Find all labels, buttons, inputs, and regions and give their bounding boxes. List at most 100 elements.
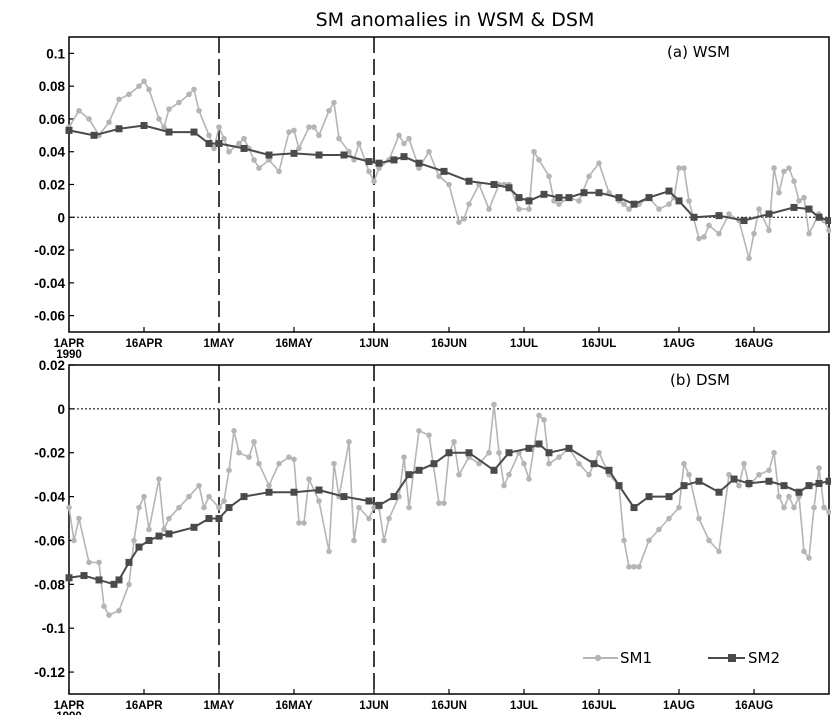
point-sm1-a <box>791 178 797 185</box>
point-sm2-a <box>690 213 698 221</box>
point-sm1-b <box>266 482 272 489</box>
point-sm1-b <box>706 537 712 544</box>
legend-sm2-label: SM2 <box>748 649 780 667</box>
point-sm2-a <box>615 194 623 202</box>
y-tick-label-a: 0.06 <box>39 112 66 127</box>
point-sm1-a <box>771 165 777 171</box>
y-tick-label-b: -0.1 <box>42 621 66 636</box>
point-sm2-b <box>265 488 273 496</box>
y-tick-label-a: 0.1 <box>46 46 65 61</box>
point-sm1-b <box>286 454 292 460</box>
point-sm1-a <box>211 145 217 152</box>
point-sm1-b <box>741 460 747 467</box>
point-sm2-b <box>680 482 688 490</box>
point-sm1-a <box>346 148 352 155</box>
point-sm1-a <box>716 230 722 237</box>
point-sm2-b <box>80 572 88 580</box>
point-sm2-b <box>505 449 513 457</box>
point-sm1-b <box>696 515 702 522</box>
point-sm1-a <box>141 78 147 85</box>
point-sm2-a <box>165 128 173 136</box>
point-sm1-b <box>71 537 77 544</box>
point-sm1-a <box>251 157 257 163</box>
point-sm1-b <box>456 471 462 478</box>
point-sm1-b <box>786 493 792 500</box>
legend-sm2-marker <box>728 654 736 662</box>
point-sm1-b <box>826 509 831 515</box>
point-sm1-a <box>686 198 692 204</box>
y-tick-label-a: -0.04 <box>34 276 65 291</box>
point-sm1-a <box>221 135 227 142</box>
point-sm2-b <box>605 466 613 474</box>
point-sm2-a <box>290 149 298 157</box>
point-sm1-a <box>266 157 272 163</box>
point-sm1-b <box>401 454 407 460</box>
point-sm2-b <box>145 536 153 544</box>
point-sm1-b <box>291 456 297 463</box>
point-sm2-b <box>365 497 373 505</box>
point-sm1-a <box>136 83 142 89</box>
point-sm2-a <box>400 153 408 161</box>
point-sm1-a <box>456 219 462 225</box>
point-sm1-a <box>236 140 242 147</box>
point-sm1-a <box>126 91 132 98</box>
point-sm2-a <box>595 189 603 197</box>
point-sm1-a <box>486 206 492 212</box>
point-sm1-b <box>501 482 507 489</box>
point-sm1-b <box>496 449 502 456</box>
point-sm2-a <box>715 212 723 220</box>
y-tick-label-b: -0.08 <box>34 577 65 592</box>
point-sm1-a <box>556 201 562 207</box>
point-sm2-b <box>445 449 453 457</box>
point-sm1-b <box>656 526 662 533</box>
point-sm2-b <box>590 460 598 468</box>
point-sm1-a <box>726 211 732 217</box>
point-sm1-b <box>821 504 827 511</box>
point-sm1-b <box>621 537 627 544</box>
point-sm1-a <box>656 206 662 212</box>
point-sm1-b <box>476 460 482 467</box>
point-sm1-b <box>371 504 377 511</box>
y-tick-label-b: 0.02 <box>39 358 65 373</box>
point-sm1-a <box>291 127 297 134</box>
point-sm1-a <box>446 181 452 188</box>
x-tick-label-b: 16JUL <box>582 700 617 712</box>
point-sm1-b <box>356 504 362 511</box>
series-line-sm2-a <box>68 124 830 222</box>
point-sm1-b <box>586 471 592 478</box>
point-sm1-a <box>696 235 702 242</box>
point-sm2-a <box>645 194 653 202</box>
point-sm1-b <box>326 548 332 555</box>
point-sm1-b <box>156 476 162 482</box>
x-tick-label-a: 16MAY <box>275 338 313 350</box>
legend: SM1 SM2 <box>583 649 780 667</box>
point-sm1-a <box>331 99 337 106</box>
point-sm2-a <box>340 151 348 159</box>
point-sm2-a <box>825 217 831 225</box>
point-sm1-a <box>396 132 402 139</box>
point-sm1-a <box>781 168 787 175</box>
point-sm2-b <box>430 460 438 468</box>
point-sm2-a <box>505 184 513 192</box>
point-sm1-b <box>201 504 207 511</box>
point-sm1-b <box>161 526 167 533</box>
point-sm2-b <box>290 488 298 496</box>
point-sm2-a <box>515 194 523 202</box>
point-sm2-b <box>405 471 413 479</box>
point-sm1-a <box>306 124 312 130</box>
point-sm2-b <box>135 543 143 551</box>
y-tick-label-b: -0.06 <box>34 533 65 548</box>
point-sm1-a <box>551 198 557 204</box>
point-sm1-a <box>376 165 382 171</box>
y-tick-label-a: -0.02 <box>34 243 65 258</box>
figure-title: SM anomalies in WSM & DSM <box>316 9 595 31</box>
point-sm1-b <box>256 460 262 467</box>
point-sm1-b <box>686 471 692 478</box>
point-sm1-b <box>426 432 432 438</box>
x-tick-label-b: 1MAY <box>204 700 235 712</box>
point-sm2-b <box>535 440 543 448</box>
point-sm2-a <box>190 128 198 136</box>
point-sm2-a <box>115 125 123 133</box>
